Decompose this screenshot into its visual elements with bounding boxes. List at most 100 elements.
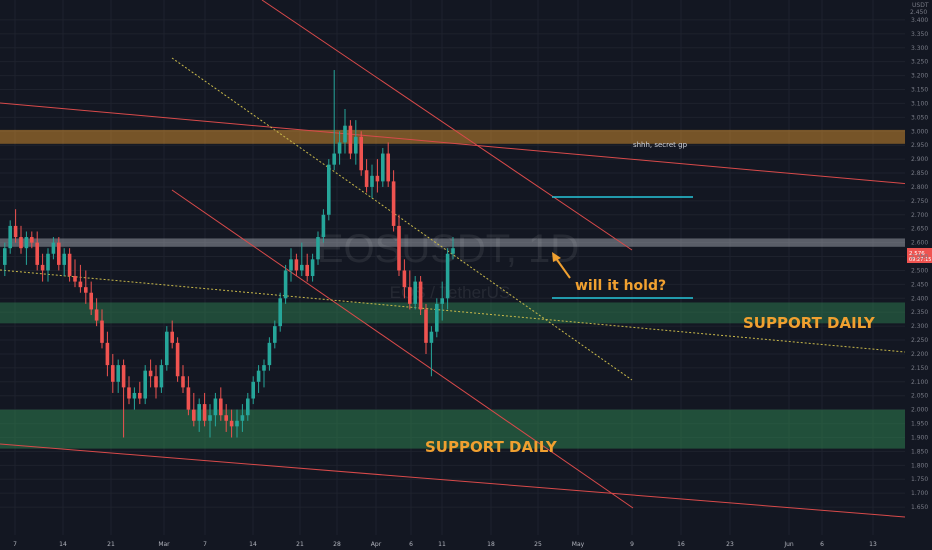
- candle[interactable]: [94, 298, 99, 327]
- candle[interactable]: [451, 237, 455, 260]
- candle[interactable]: [62, 248, 66, 277]
- candle[interactable]: [364, 159, 369, 193]
- candle[interactable]: [305, 253, 309, 282]
- candle[interactable]: [267, 337, 272, 371]
- candle[interactable]: [278, 292, 282, 332]
- candle[interactable]: [121, 359, 126, 438]
- candle[interactable]: [229, 409, 234, 438]
- candle[interactable]: [132, 387, 137, 410]
- candle[interactable]: [208, 404, 212, 438]
- candle[interactable]: [127, 376, 131, 405]
- candle-body: [148, 370, 153, 377]
- candle[interactable]: [294, 253, 299, 277]
- candle[interactable]: [57, 237, 61, 271]
- candle[interactable]: [154, 365, 158, 399]
- candle[interactable]: [84, 270, 88, 304]
- candle[interactable]: [111, 353, 115, 393]
- candle[interactable]: [429, 326, 434, 377]
- candle[interactable]: [46, 248, 50, 282]
- candle[interactable]: [418, 276, 423, 315]
- zone-2[interactable]: [0, 302, 905, 324]
- dotted-trendline-flat[interactable]: [0, 269, 906, 353]
- time-tick: 18: [487, 541, 495, 548]
- candle[interactable]: [375, 159, 380, 193]
- candle[interactable]: [300, 242, 304, 277]
- zone-0[interactable]: [0, 129, 905, 144]
- candle[interactable]: [343, 109, 347, 154]
- candle[interactable]: [138, 381, 142, 405]
- candle[interactable]: [3, 242, 7, 277]
- candle[interactable]: [310, 253, 315, 282]
- candle[interactable]: [256, 365, 261, 393]
- annotation-arrow[interactable]: [552, 252, 571, 279]
- trendline-channel[interactable]: [171, 189, 634, 509]
- candle[interactable]: [240, 404, 245, 432]
- candle[interactable]: [397, 214, 401, 277]
- price-axis[interactable]: USDT 2.450 2.576 09:27:15: [905, 0, 932, 550]
- candle[interactable]: [116, 359, 120, 393]
- candle[interactable]: [159, 359, 164, 393]
- candle[interactable]: [316, 231, 320, 265]
- candle[interactable]: [67, 248, 72, 282]
- candle[interactable]: [251, 376, 255, 405]
- candle[interactable]: [213, 392, 218, 427]
- candle[interactable]: [35, 231, 39, 271]
- candle[interactable]: [175, 337, 180, 382]
- dotted-trendline-down[interactable]: [171, 57, 633, 381]
- candle[interactable]: [424, 303, 428, 354]
- trendline-bottom-long[interactable]: [0, 443, 906, 518]
- candle[interactable]: [219, 387, 223, 421]
- candle[interactable]: [224, 404, 228, 432]
- candle[interactable]: [354, 120, 358, 165]
- zone-3[interactable]: [0, 409, 905, 449]
- candle[interactable]: [181, 365, 185, 393]
- candle[interactable]: [289, 248, 293, 282]
- candle[interactable]: [165, 326, 169, 371]
- candle[interactable]: [202, 392, 207, 427]
- candle[interactable]: [370, 164, 374, 199]
- candle[interactable]: [391, 170, 396, 232]
- candle[interactable]: [105, 331, 110, 377]
- candle[interactable]: [408, 270, 412, 310]
- trendline-top-long[interactable]: [0, 102, 932, 187]
- candle[interactable]: [332, 70, 336, 171]
- candle[interactable]: [13, 209, 18, 243]
- candle[interactable]: [100, 309, 104, 349]
- candle[interactable]: [192, 392, 196, 427]
- candle[interactable]: [186, 376, 191, 416]
- candle[interactable]: [40, 253, 45, 282]
- candle[interactable]: [386, 142, 390, 187]
- trendline-upper[interactable]: [261, 0, 633, 251]
- candle[interactable]: [19, 225, 23, 254]
- candle[interactable]: [30, 231, 34, 249]
- candle[interactable]: [89, 281, 93, 315]
- candle[interactable]: [78, 264, 83, 293]
- candle[interactable]: [8, 220, 12, 254]
- candle[interactable]: [413, 276, 417, 310]
- candle[interactable]: [170, 320, 174, 349]
- candle[interactable]: [440, 281, 444, 321]
- candle[interactable]: [359, 131, 363, 176]
- candle[interactable]: [197, 398, 201, 432]
- candle[interactable]: [348, 120, 353, 160]
- candle[interactable]: [143, 365, 147, 405]
- candle[interactable]: [235, 409, 239, 438]
- candle[interactable]: [273, 320, 277, 349]
- candle[interactable]: [51, 237, 56, 260]
- candle[interactable]: [327, 159, 331, 221]
- candle[interactable]: [337, 131, 342, 165]
- candle[interactable]: [148, 359, 153, 388]
- candle[interactable]: [402, 259, 407, 299]
- candle[interactable]: [262, 359, 266, 388]
- candle[interactable]: [24, 231, 29, 265]
- candle[interactable]: [283, 264, 288, 304]
- candle[interactable]: [435, 298, 439, 338]
- candle[interactable]: [246, 392, 250, 421]
- candle[interactable]: [381, 147, 385, 187]
- candle[interactable]: [445, 248, 450, 310]
- candle[interactable]: [73, 259, 77, 288]
- time-axis[interactable]: 7 14 21 Mar 7 14 21 28 Apr 6 11 18 25 May 9 16 23 Jun 6 13: [13, 541, 877, 548]
- candle[interactable]: [321, 209, 326, 243]
